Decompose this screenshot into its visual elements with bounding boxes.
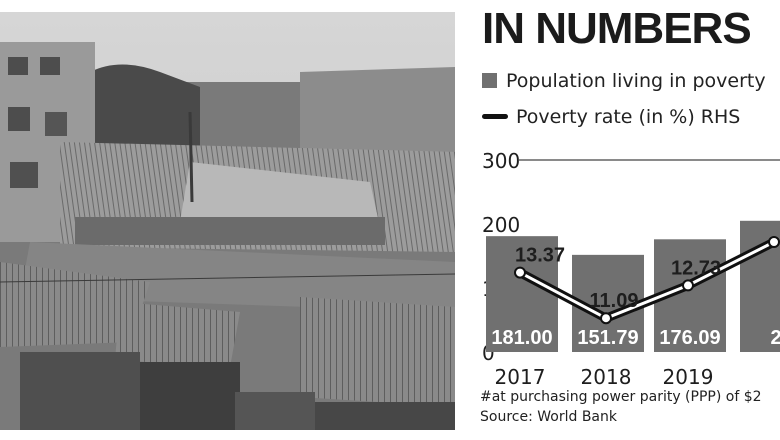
line-point: [682, 279, 694, 292]
y-tick-label: 300: [482, 149, 520, 173]
legend-line-label: Poverty rate (in %) RHS: [516, 106, 741, 128]
line-point: [514, 266, 526, 279]
line-value-label: 12.73: [671, 257, 721, 279]
headline: IN NUMBERS: [482, 4, 752, 53]
legend-item-line: Poverty rate (in %) RHS: [482, 106, 740, 128]
slum-photograph: [0, 12, 455, 430]
line-value-label: 13.37: [515, 245, 565, 267]
bar-value-label: 181.00: [491, 327, 552, 349]
y-tick-label: 200: [482, 213, 520, 237]
legend-bars-label: Population living in poverty: [506, 70, 766, 92]
bar-value-label: 151.79: [577, 327, 638, 349]
x-tick-label: 2018: [581, 365, 632, 389]
x-tick-label: 2017: [495, 365, 546, 389]
bar-swatch-icon: [482, 73, 497, 88]
legend-item-bars: Population living in poverty: [482, 70, 766, 92]
bar-value-label: 176.09: [659, 327, 720, 349]
bar-value-label: 2: [770, 327, 780, 349]
bar: [486, 236, 558, 352]
line-point: [600, 312, 612, 325]
source-note: Source: World Bank: [480, 409, 617, 425]
line-value-label: 11.09: [590, 290, 639, 312]
line-swatch-icon: [482, 114, 508, 119]
x-tick-label: 2019: [663, 365, 714, 389]
poverty-rate-line: [519, 240, 775, 320]
line-point: [768, 236, 780, 248]
footnote: #at purchasing power parity (PPP) of $2: [480, 389, 762, 405]
chart-panel: IN NUMBERS Population living in poverty …: [464, 0, 780, 440]
